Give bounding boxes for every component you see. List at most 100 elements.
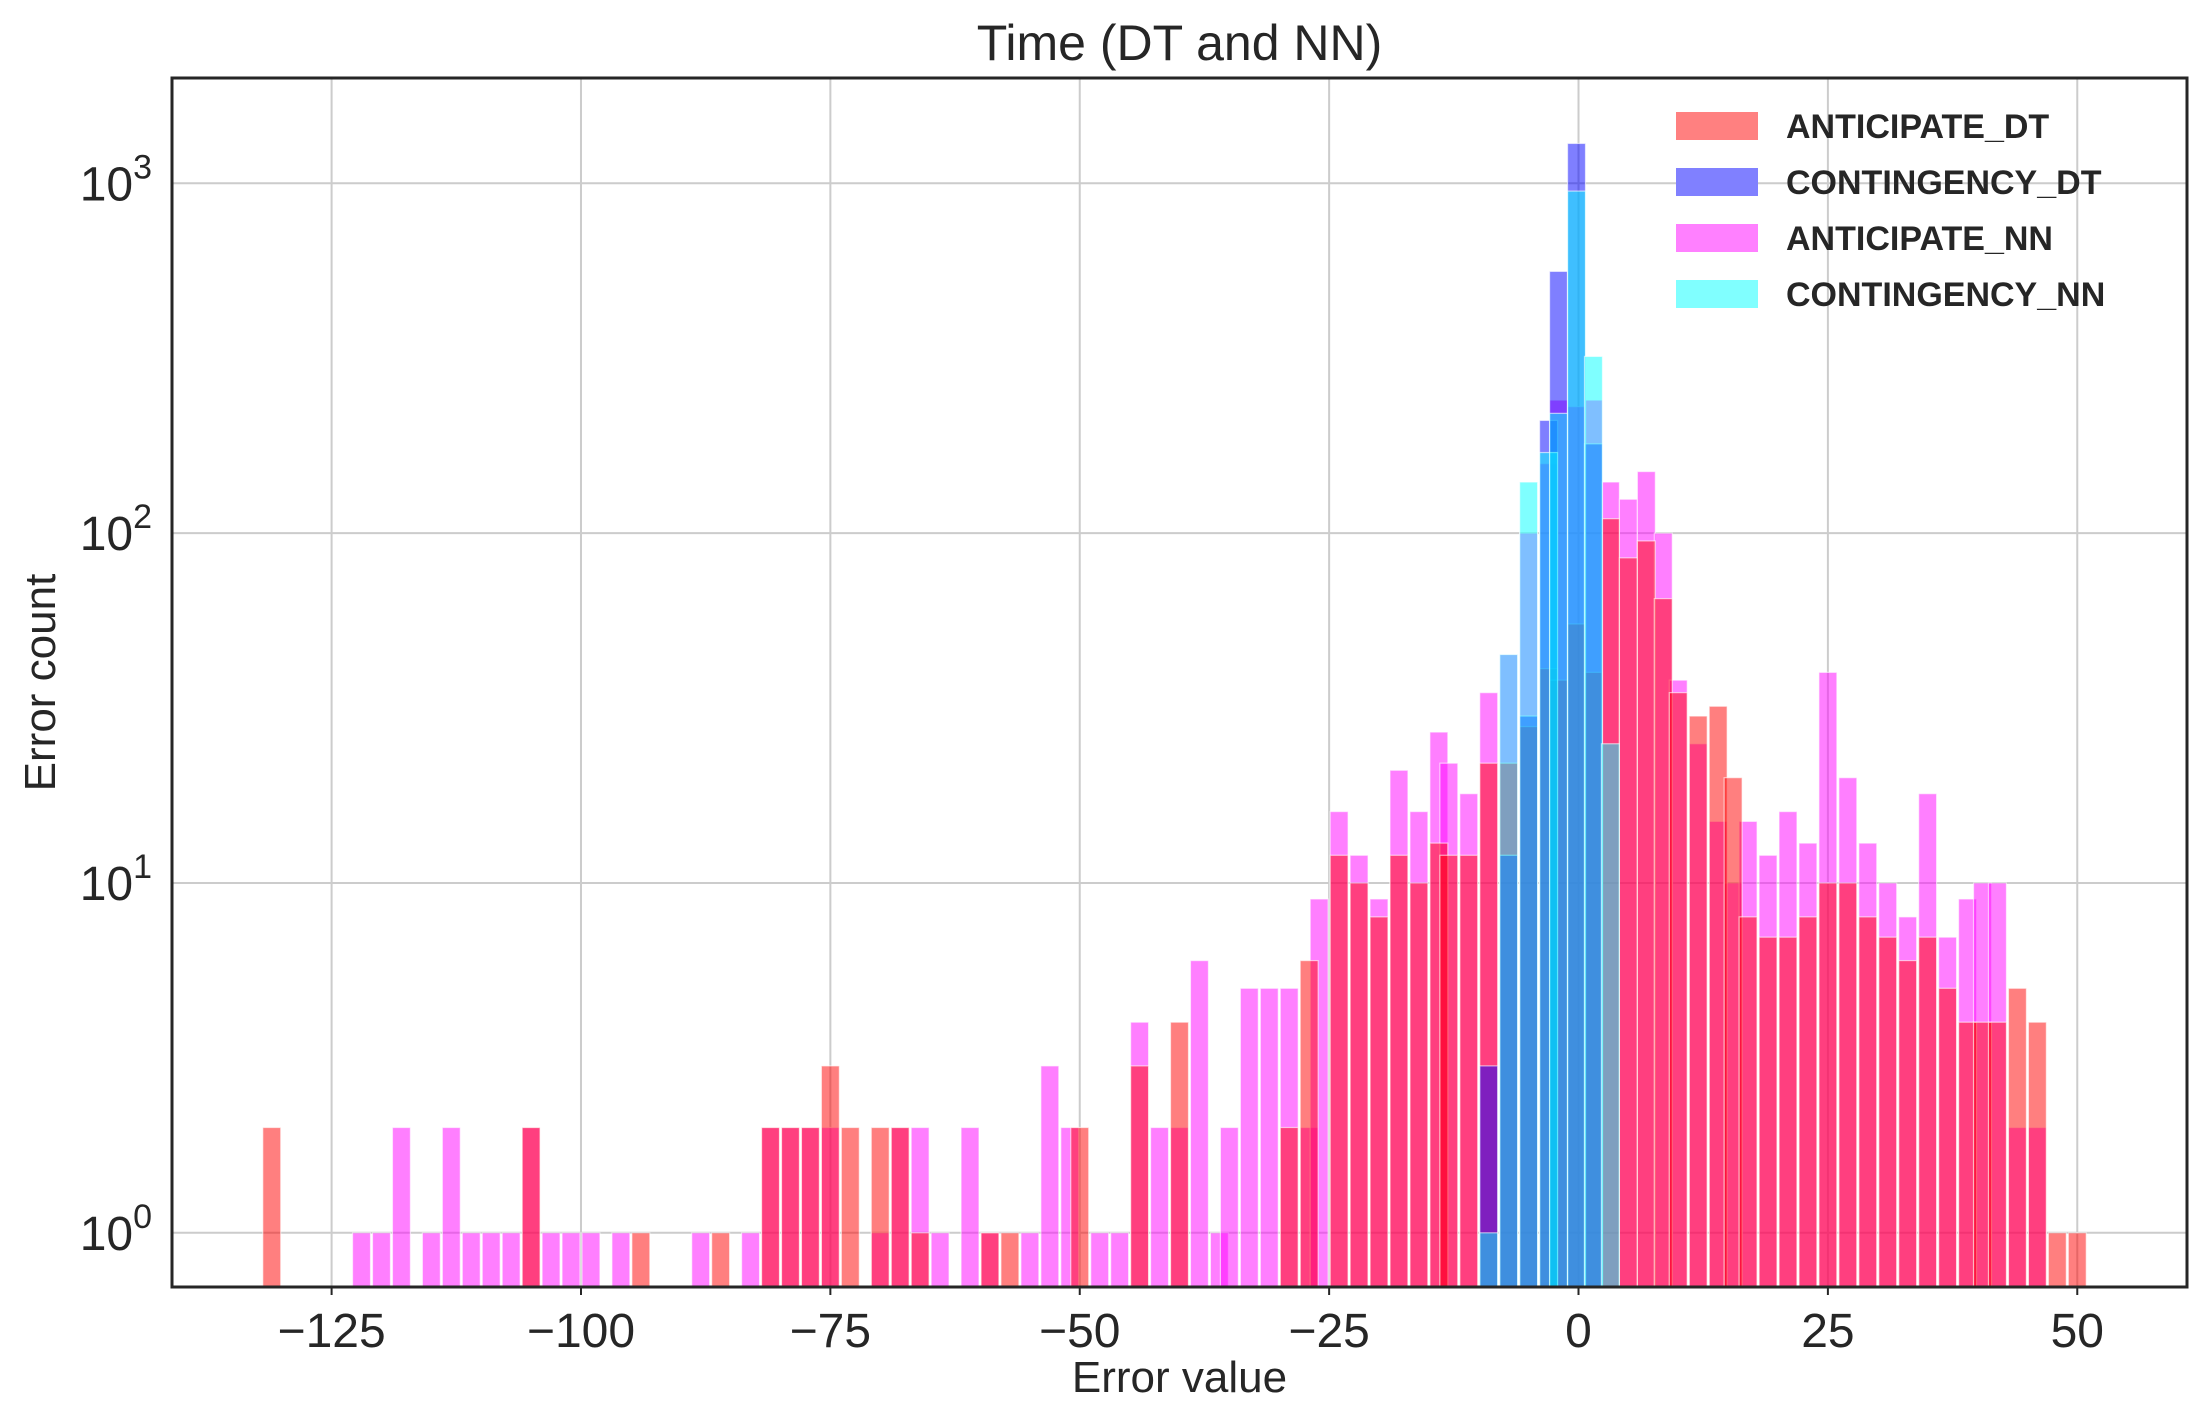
histogram-bar <box>760 1126 781 1288</box>
histogram-bar <box>691 1232 711 1288</box>
legend-entry: CONTINGENCY_NN <box>1786 276 2105 314</box>
histogram-bar <box>501 1232 521 1288</box>
histogram-bar <box>441 1126 461 1288</box>
histogram-bar <box>1020 1232 1040 1288</box>
histogram-bar <box>980 1232 1000 1288</box>
histogram-bar <box>1279 1126 1299 1288</box>
series-contingency_nn <box>1479 190 1621 1288</box>
x-tick-label: −25 <box>1288 1305 1369 1358</box>
histogram-bar <box>351 1232 372 1288</box>
histogram-bar <box>1566 190 1587 1288</box>
histogram-bar <box>1688 715 1708 1288</box>
histogram-bars <box>262 142 2087 1288</box>
histogram-bar <box>1479 1232 1499 1288</box>
histogram-bar <box>1259 987 1279 1288</box>
x-axis-ticks: −125 −100 −75 −50 −25 0 25 50 <box>278 1287 2104 1358</box>
histogram-bar <box>1439 854 1459 1288</box>
histogram-bar <box>421 1232 441 1288</box>
histogram-bar <box>561 1232 581 1288</box>
legend-swatch <box>1676 224 1758 252</box>
histogram-bar <box>1938 987 1958 1288</box>
legend-swatch <box>1676 280 1758 308</box>
histogram-bar <box>1499 653 1519 1288</box>
histogram-bar <box>1239 987 1259 1288</box>
histogram-bar <box>1758 936 1778 1288</box>
histogram-bar <box>541 1232 561 1288</box>
x-axis-label: Error value <box>1072 1353 1287 1402</box>
histogram-bar <box>1219 1126 1239 1288</box>
x-tick-label: −125 <box>278 1305 386 1358</box>
histogram-bar <box>1409 882 1429 1288</box>
histogram-bar <box>820 1065 840 1288</box>
legend: ANTICIPATE_DT CONTINGENCY_DT ANTICIPATE_NN… <box>1676 108 2105 314</box>
legend-swatch <box>1676 112 1758 140</box>
x-tick-label: 0 <box>1565 1305 1592 1358</box>
histogram-bar <box>1878 936 1898 1288</box>
histogram-bar <box>1369 916 1389 1288</box>
legend-swatch <box>1676 168 1758 196</box>
histogram-bar <box>581 1232 601 1288</box>
x-tick-label: 25 <box>1801 1305 1854 1358</box>
legend-entry: CONTINGENCY_DT <box>1786 164 2102 202</box>
histogram-bar <box>2047 1232 2067 1288</box>
histogram-bar <box>1110 1232 1130 1288</box>
histogram-bar <box>461 1232 481 1288</box>
histogram-bar <box>371 1232 392 1288</box>
histogram-bar <box>910 1232 930 1288</box>
y-tick-label: 101 <box>80 848 152 911</box>
histogram-bar <box>1818 882 1838 1288</box>
y-axis-ticks: 100 101 102 103 <box>80 148 152 1260</box>
histogram-bar <box>391 1126 412 1288</box>
histogram-bar <box>740 1232 761 1288</box>
histogram-bar <box>521 1126 541 1288</box>
histogram-bar <box>1459 854 1479 1288</box>
histogram-bar <box>711 1232 731 1288</box>
histogram-bar <box>1349 882 1369 1288</box>
histogram-bar <box>960 1126 980 1288</box>
histogram-bar <box>1738 916 1758 1288</box>
histogram-bar <box>631 1232 651 1288</box>
x-tick-label: −100 <box>527 1305 635 1358</box>
histogram-bar <box>481 1232 501 1288</box>
x-tick-label: −75 <box>790 1305 871 1358</box>
y-tick-label: 102 <box>80 498 152 561</box>
histogram-bar <box>800 1126 820 1288</box>
histogram-bar <box>1600 743 1621 1288</box>
histogram-bar <box>1299 959 1319 1288</box>
histogram-bar <box>1040 1065 1060 1288</box>
histogram-bar <box>1389 854 1409 1288</box>
histogram-bar <box>1778 936 1798 1288</box>
histogram-bar <box>1798 916 1818 1288</box>
histogram-bar <box>1583 355 1604 1288</box>
histogram-bar <box>1149 1126 1170 1288</box>
histogram-bar <box>1838 882 1858 1288</box>
histogram-bar <box>1189 959 1210 1288</box>
x-tick-label: −50 <box>1039 1305 1120 1358</box>
histogram-bar <box>1169 1021 1190 1288</box>
histogram-bar <box>1090 1232 1110 1288</box>
y-tick-label: 100 <box>80 1198 152 1261</box>
histogram-bar <box>1918 936 1938 1288</box>
histogram-bar <box>1668 692 1688 1288</box>
histogram-bar <box>1618 557 1638 1288</box>
plot-frame <box>170 76 2189 1289</box>
histogram-bar <box>2007 987 2027 1288</box>
histogram-bar <box>262 1126 282 1288</box>
histogram-bar <box>1329 854 1349 1288</box>
histogram-bar <box>1519 481 1539 1288</box>
x-tick-label: 50 <box>2051 1305 2104 1358</box>
histogram-bar <box>870 1126 890 1288</box>
y-tick-label: 103 <box>80 148 152 211</box>
histogram-bar <box>611 1232 631 1288</box>
legend-entry: ANTICIPATE_NN <box>1786 220 2053 258</box>
histogram-bar <box>1987 1021 2008 1288</box>
histogram-bar <box>1898 959 1918 1288</box>
histogram-bar <box>1548 412 1569 1288</box>
histogram-bar <box>840 1126 860 1288</box>
chart-title: Time (DT and NN) <box>977 15 1383 71</box>
histogram-bar <box>1000 1232 1020 1288</box>
legend-entry: ANTICIPATE_DT <box>1786 108 2049 146</box>
histogram-bar <box>890 1126 910 1288</box>
histogram-bar <box>1130 1065 1150 1288</box>
